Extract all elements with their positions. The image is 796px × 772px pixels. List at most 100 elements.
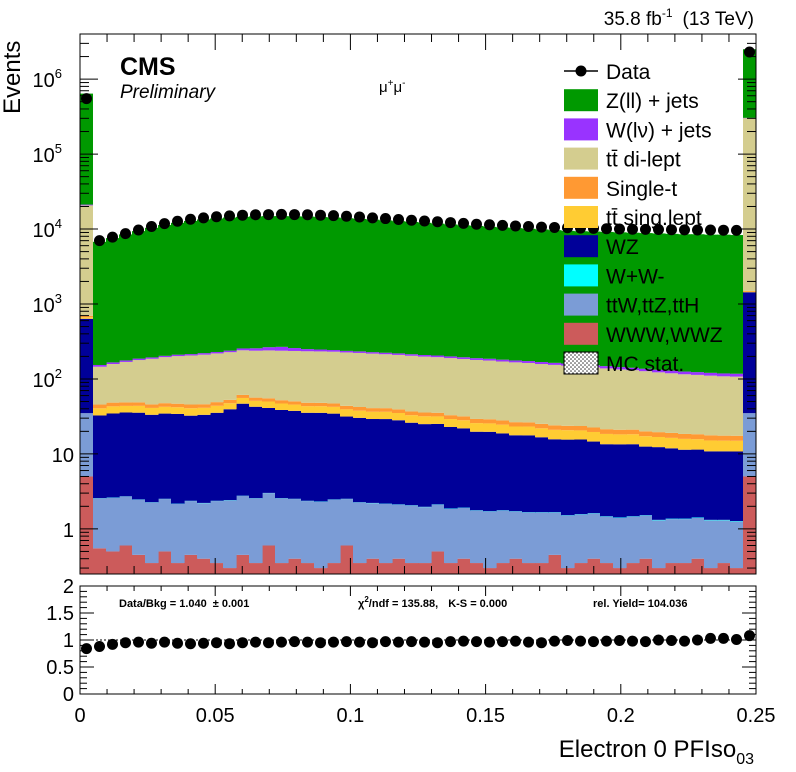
bar-wjets [431, 355, 445, 358]
bar-wz [236, 403, 250, 496]
bar-ttv [548, 512, 562, 555]
bar-singlet [288, 401, 302, 405]
bar-ttdilep [197, 354, 211, 405]
ratio-point [289, 636, 300, 648]
bar-vvv [444, 563, 458, 574]
bar-ttsinglep [145, 407, 159, 415]
bar-wjets [353, 351, 367, 353]
bar-vvv [574, 563, 588, 574]
ratio-point [640, 636, 651, 648]
bar-singlet [275, 400, 289, 404]
bar-ttdilep [613, 369, 627, 430]
bar-ttv [665, 519, 679, 564]
bar-ttdilep [275, 350, 289, 401]
legend-label: Single-t [606, 178, 677, 201]
bar-zjets [509, 228, 523, 361]
ratio-point [523, 636, 534, 648]
bar-wjets [288, 348, 302, 351]
bar-zjets [379, 220, 393, 353]
bar-zjets [340, 218, 354, 351]
bar-zjets [106, 238, 120, 363]
bar-ttdilep [119, 361, 133, 403]
ratio-point [679, 635, 690, 647]
bar-wjets [405, 354, 419, 356]
bar-wz [418, 424, 432, 507]
data-point [185, 213, 196, 225]
bar-wz [626, 444, 640, 517]
legend-swatch [564, 89, 598, 112]
ratio-point [224, 638, 235, 650]
legend-label: tt̄ di-lept [606, 149, 681, 172]
bar-vvv [600, 563, 614, 574]
edge-bar-wz [80, 318, 93, 414]
data-point [458, 217, 469, 229]
bar-ttsinglep [444, 419, 458, 427]
data-point [341, 210, 352, 222]
bar-ttsinglep [327, 406, 341, 414]
ratio-y-tick-label: 2 [63, 576, 74, 598]
bar-zjets [145, 227, 159, 358]
bar-ttv [119, 496, 133, 546]
edge-bar-ttv [80, 413, 93, 477]
ratio-point [380, 636, 391, 648]
bar-singlet [639, 431, 653, 437]
bar-ttv [509, 511, 523, 559]
x-axis-label: Electron 0 PFIso03 [559, 736, 754, 768]
bar-ttsinglep [574, 430, 588, 440]
bar-ttdilep [574, 366, 588, 426]
bar-ttv [561, 515, 575, 569]
bar-ttsinglep [93, 408, 107, 416]
bar-wz [93, 415, 107, 499]
y-tick-label: 104 [33, 216, 62, 242]
bar-singlet [145, 404, 159, 408]
bar-vvv [691, 558, 705, 574]
bar-ttdilep [496, 361, 510, 421]
main-y-axis: 1 10 102 103 104 105 106 [33, 33, 756, 569]
bar-ttdilep [249, 350, 263, 398]
bar-wjets [340, 350, 354, 353]
series-singlet [93, 394, 744, 441]
bar-vvv [470, 563, 484, 574]
chi2-label: χ2/ndf = 135.88, K-S = 0.000 [358, 595, 507, 610]
bar-wjets [379, 352, 393, 355]
data-point [601, 223, 612, 235]
bar-zjets [288, 216, 302, 349]
bar-vvv [639, 558, 653, 574]
bar-wz [509, 435, 523, 512]
bar-wz [665, 448, 679, 519]
bar-wz [613, 444, 627, 518]
bar-ttsinglep [548, 429, 562, 440]
legend-label: Data [606, 61, 651, 84]
bar-ttsinglep [288, 404, 302, 411]
bar-ttv [314, 501, 328, 569]
ratio-point [315, 637, 326, 649]
bar-wz [197, 414, 211, 503]
data-point [354, 211, 365, 223]
legend-swatch [564, 264, 598, 287]
bar-wjets [314, 349, 328, 352]
bar-ttdilep [353, 352, 367, 407]
bar-ttdilep [405, 355, 419, 412]
legend-entry-zjets: Z(ll) + jets [564, 89, 699, 113]
bar-ttdilep [340, 352, 354, 406]
bar-vvv [106, 551, 120, 574]
bar-wjets [613, 367, 627, 370]
bar-vvv [366, 558, 380, 574]
legend-entry-ww: W+W- [564, 264, 665, 288]
ratio-point [458, 635, 469, 647]
bar-wjets [171, 354, 185, 357]
bar-wjets [457, 357, 471, 359]
bar-singlet [691, 434, 705, 440]
bar-singlet [626, 429, 640, 435]
bar-vvv [418, 563, 432, 574]
ratio-point [276, 636, 287, 648]
bar-ttsinglep [249, 400, 263, 407]
data-point [523, 221, 534, 233]
bar-ww [652, 519, 666, 521]
bar-wz [483, 431, 497, 512]
bar-ttv [262, 493, 276, 546]
edge-bar-ttsinglep [743, 291, 756, 293]
bar-ttsinglep [522, 426, 536, 436]
bar-ttdilep [327, 351, 341, 404]
bar-ttv [535, 512, 549, 564]
